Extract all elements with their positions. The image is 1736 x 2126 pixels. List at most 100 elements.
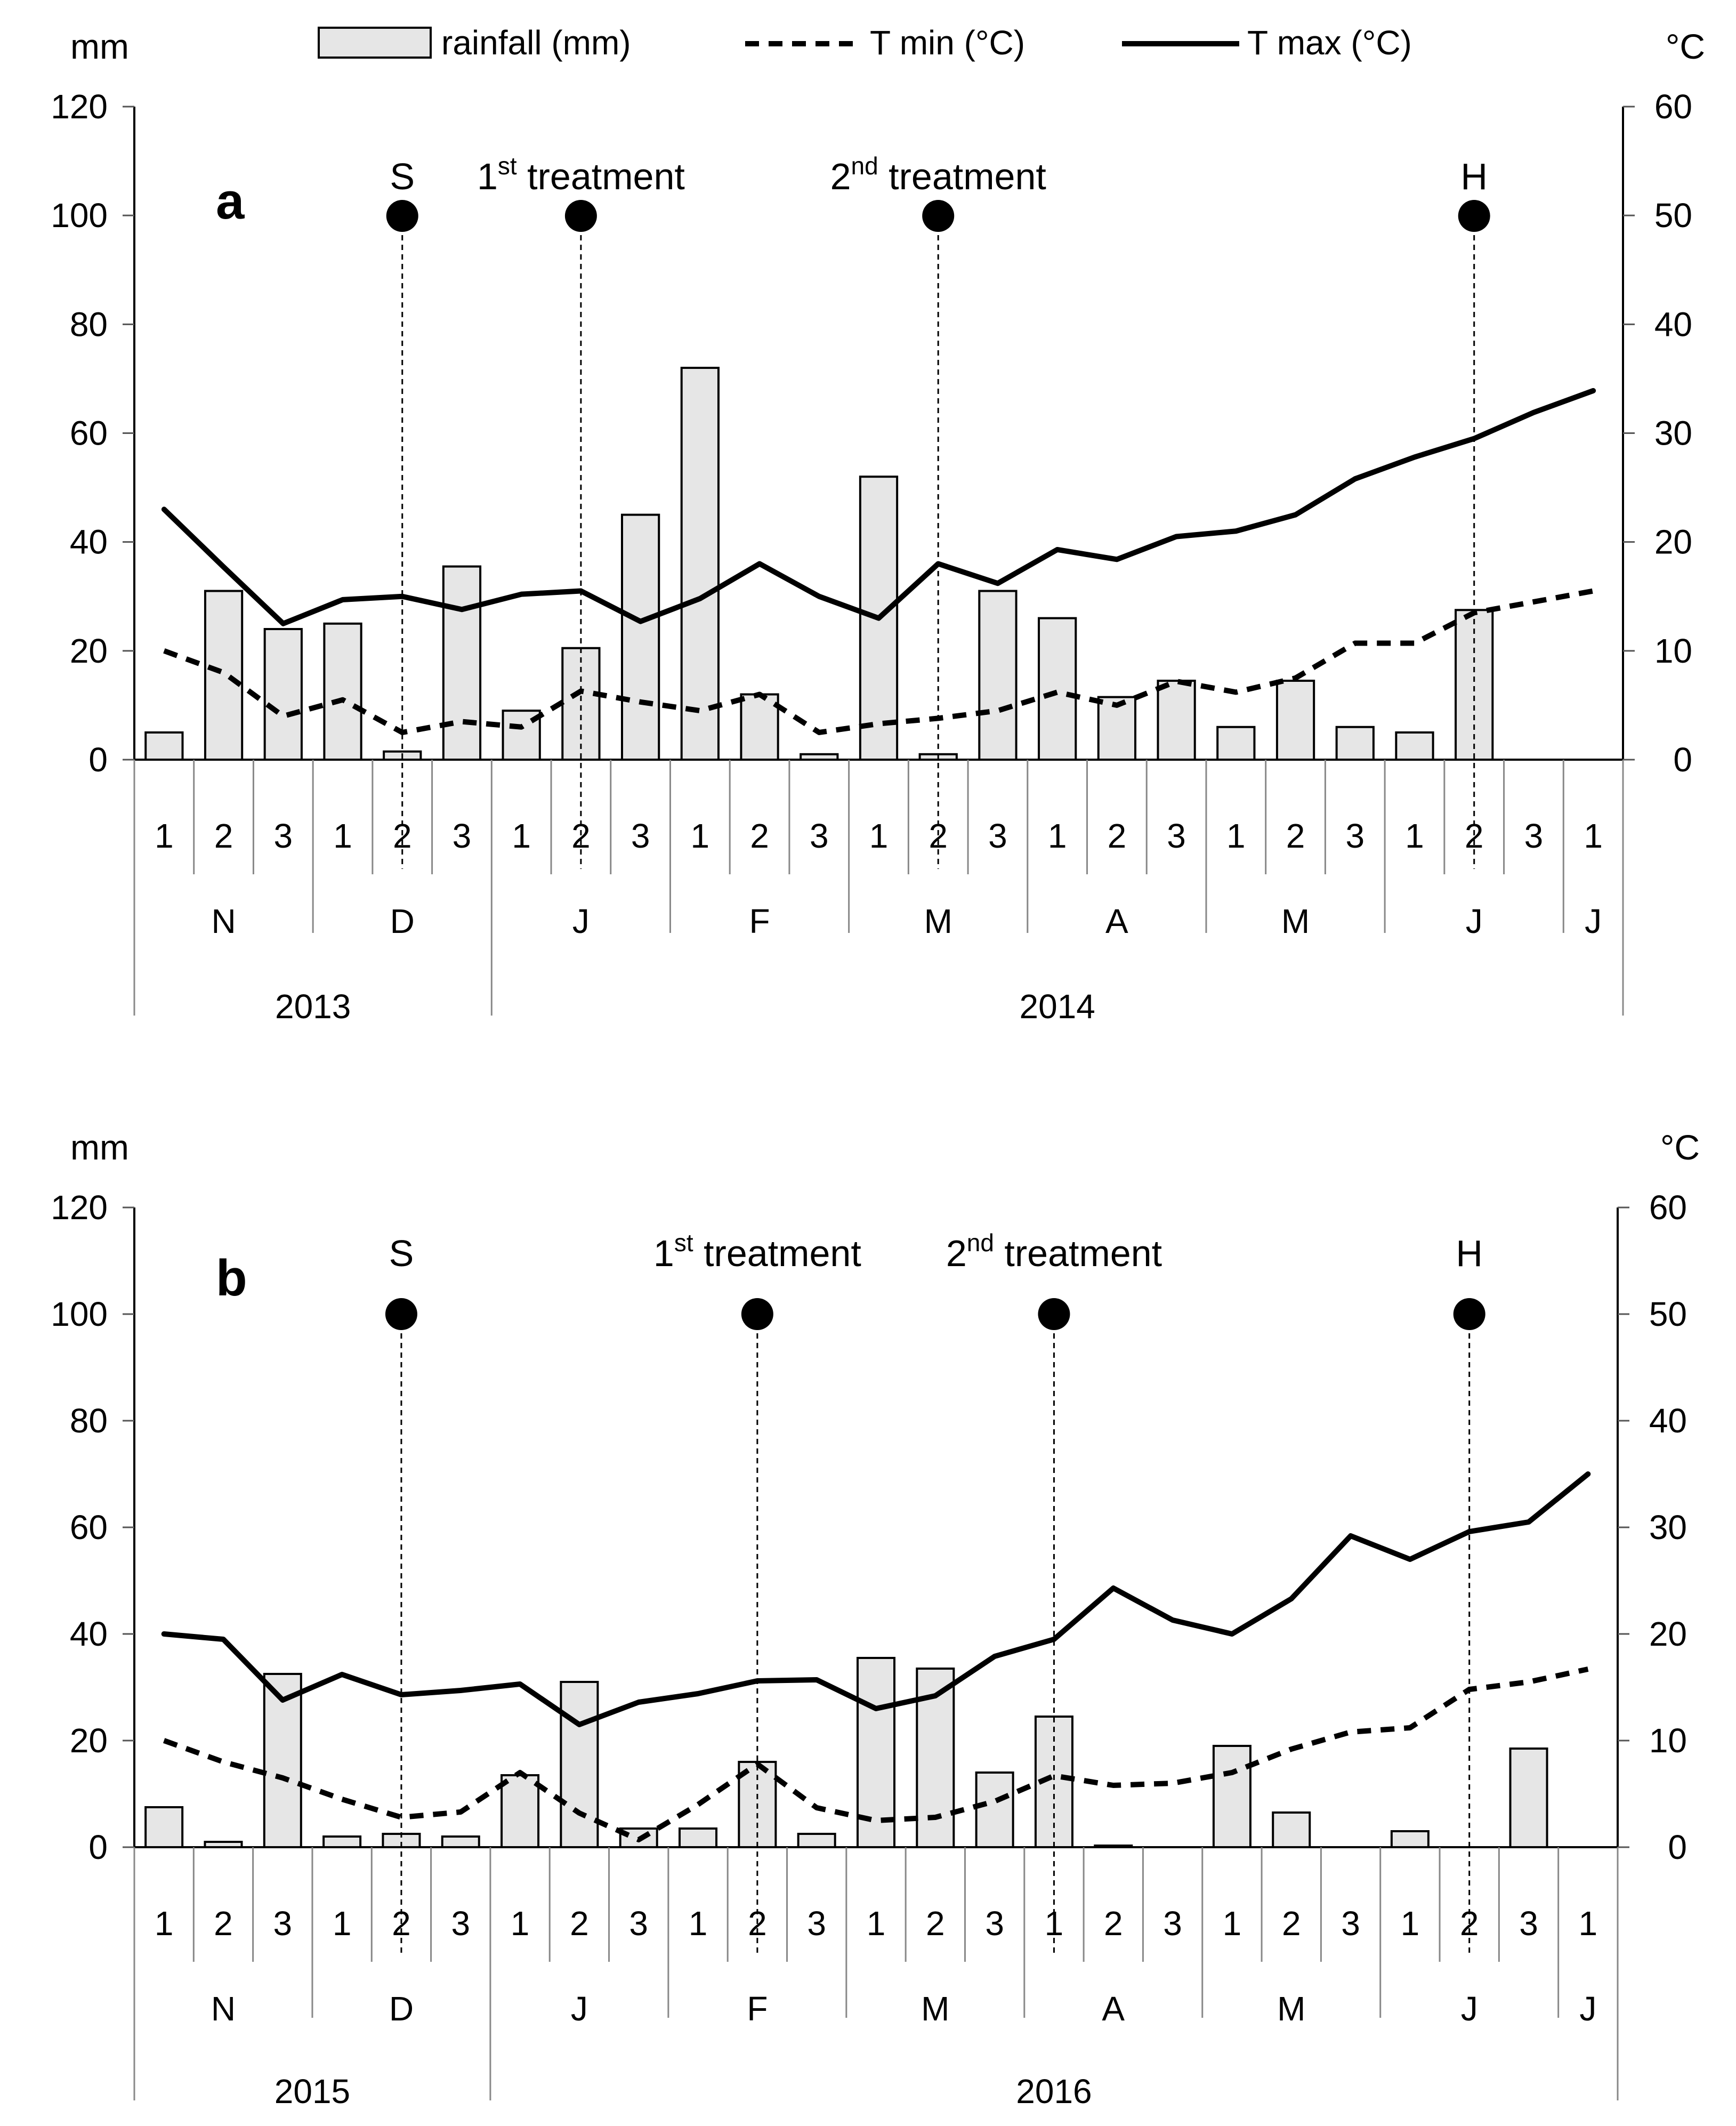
panel-a-decade-label: 1 xyxy=(1405,817,1424,855)
panel-b-right-unit: °C xyxy=(1660,1128,1700,1167)
panel-a-decade-label: 1 xyxy=(1584,817,1603,855)
panel-a-event-dot xyxy=(1458,200,1490,232)
panel-b-decade-label: 3 xyxy=(1341,1904,1360,1943)
panel-b-decade-label: 2 xyxy=(570,1904,589,1943)
panel-b-left-tick-label: 100 xyxy=(51,1295,108,1333)
panel-a-left-tick-label: 120 xyxy=(51,87,108,126)
panel-b-right-tick-label: 60 xyxy=(1649,1188,1687,1227)
panel-a-rainfall-bar xyxy=(204,590,244,761)
panel-b-month-label: M xyxy=(921,1990,949,2028)
panel-b-event-label: 1st treatment xyxy=(653,1229,861,1274)
panel-b-decade-label: 2 xyxy=(1104,1904,1123,1943)
panel-b-right-tick-label: 50 xyxy=(1649,1295,1687,1333)
panel-a-decade-label: 2 xyxy=(1286,817,1305,855)
panel-a-rainfall-bar xyxy=(1216,726,1256,761)
legend-rainfall-swatch xyxy=(318,27,432,59)
panel-b-event-label: S xyxy=(389,1233,414,1274)
panel-b-decade-label: 2 xyxy=(1282,1904,1301,1943)
panel-b-rainfall-bar xyxy=(1094,1845,1133,1848)
panel-b-right-tick-label: 0 xyxy=(1668,1828,1687,1866)
panel-b-rainfall-bar xyxy=(1212,1745,1251,1848)
panel-a-rainfall-bar xyxy=(800,753,839,761)
panel-b-decade-label: 2 xyxy=(926,1904,945,1943)
panel-b-rainfall-bar xyxy=(1509,1747,1548,1848)
legend-tmax-label: T max (°C) xyxy=(1247,23,1412,62)
legend: rainfall (mm) T min (°C) T max (°C) xyxy=(318,23,1412,62)
panel-b-rainfall-bar xyxy=(1390,1830,1430,1848)
panel-b-month-label: J xyxy=(1461,1990,1478,2028)
panel-a-right-tick-label: 0 xyxy=(1673,740,1692,779)
panel-a-decade-label: 3 xyxy=(1167,817,1186,855)
panel-b-event-dot xyxy=(741,1298,773,1330)
panel-b-event-label: H xyxy=(1456,1233,1483,1274)
panel-b-rainfall-bar xyxy=(679,1827,718,1848)
panel-b-rainfall-bar xyxy=(560,1681,599,1848)
panel-a-event-dot xyxy=(922,200,955,232)
panel-b-event-dot xyxy=(1038,1298,1070,1330)
panel-b-rainfall-bar xyxy=(500,1774,540,1848)
panel-b-month-label: J xyxy=(571,1990,588,2028)
panel-b-event-label: 2nd treatment xyxy=(946,1229,1162,1274)
panel-b-decade-label: 1 xyxy=(1579,1904,1598,1943)
panel-b-decade-label: 1 xyxy=(155,1904,174,1943)
panel-a-rainfall-bar xyxy=(323,622,362,761)
panel-a-year-label: 2013 xyxy=(275,987,351,1026)
panel-a-decade-label: 1 xyxy=(512,817,531,855)
panel-b-right-tick-label: 20 xyxy=(1649,1615,1687,1653)
panel-a-tmax-line xyxy=(161,388,1596,626)
panel-b-rainfall-bar xyxy=(441,1835,480,1848)
panel-a-decade-label: 3 xyxy=(810,817,829,855)
panel-b-left-tick-label: 0 xyxy=(88,1828,108,1866)
panel-a-year-label: 2014 xyxy=(1019,987,1095,1026)
panel-b-year-label: 2016 xyxy=(1016,2072,1092,2111)
panel-a-decade-label: 3 xyxy=(1524,817,1544,855)
panel-b-left-tick-label: 80 xyxy=(70,1402,108,1440)
panel-b-rainfall-bar xyxy=(322,1835,362,1848)
panel-a-month-label: D xyxy=(390,902,415,940)
panel-a-event-label: 1st treatment xyxy=(477,152,685,197)
panel-a-tmin-line xyxy=(163,588,1594,735)
panel-a-right-tick-label: 60 xyxy=(1654,87,1692,126)
panel-b-month-label: D xyxy=(389,1990,414,2028)
panel-a-right-tick-label: 20 xyxy=(1654,523,1692,561)
panel-a-month-label: A xyxy=(1105,902,1128,940)
panel-b-right-tick-label: 10 xyxy=(1649,1721,1687,1760)
panel-a-letter: a xyxy=(216,173,245,230)
panel-a-rainfall-bar xyxy=(978,590,1018,761)
panel-b-decade-label: 3 xyxy=(629,1904,648,1943)
panel-b-decade-label: 3 xyxy=(1163,1904,1182,1943)
panel-a-rainfall-bar xyxy=(442,565,482,761)
panel-a-decade-label: 3 xyxy=(631,817,650,855)
panel-a-decade-label: 3 xyxy=(988,817,1007,855)
panel-b-month-label: M xyxy=(1277,1990,1305,2028)
panel-b-right-tick-label: 40 xyxy=(1649,1402,1687,1440)
panel-b-rainfall-bar xyxy=(797,1833,836,1848)
panel-a-left-tick-label: 40 xyxy=(70,523,108,561)
panel-a-left-tick-label: 60 xyxy=(70,414,108,453)
panel-b-rainfall-bar xyxy=(975,1771,1014,1848)
panel-a-rainfall-bar xyxy=(561,647,601,761)
panel-b-letter: b xyxy=(216,1250,247,1307)
panel-a-event-label: 2nd treatment xyxy=(830,152,1046,197)
legend-rainfall-label: rainfall (mm) xyxy=(441,23,631,62)
panel-b-year-label: 2015 xyxy=(274,2072,350,2111)
panel-a-right-tick-label: 40 xyxy=(1654,305,1692,343)
panel-b-left-tick-label: 40 xyxy=(70,1615,108,1653)
panel-a-month-label: J xyxy=(1585,902,1602,940)
panel-b-decade-label: 1 xyxy=(867,1904,886,1943)
panel-a-left-tick-label: 100 xyxy=(51,196,108,235)
panel-a-decade-label: 1 xyxy=(333,817,352,855)
panel-a-rainfall-bar xyxy=(740,693,779,761)
panel-b-decade-label: 1 xyxy=(333,1904,352,1943)
panel-a-month-label: J xyxy=(572,902,590,940)
panel-a-left-tick-label: 20 xyxy=(70,632,108,670)
panel-a-event-dot xyxy=(386,200,418,232)
panel-b-month-label: A xyxy=(1102,1990,1125,2028)
panel-a-rainfall-bar xyxy=(680,367,720,761)
panel-b-tmax-line xyxy=(161,1471,1591,1727)
panel-a-right-tick-label: 50 xyxy=(1654,196,1692,235)
panel-b-month-label: N xyxy=(211,1990,236,2028)
panel-a-decade-label: 2 xyxy=(750,817,769,855)
panel-b-month-label: F xyxy=(747,1990,768,2028)
